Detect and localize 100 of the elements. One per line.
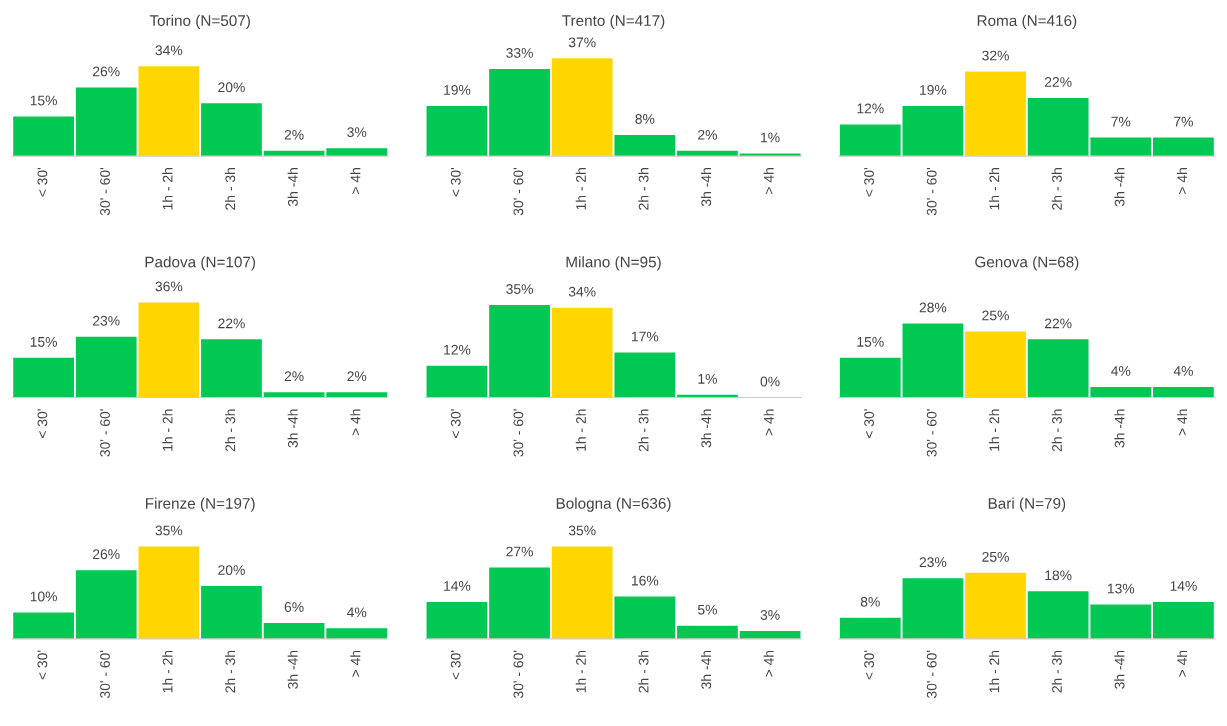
x-tick-label: 3h -4h	[1114, 168, 1125, 207]
data-label: 28%	[919, 302, 947, 313]
x-tick-label: > 4h	[350, 409, 361, 436]
data-label: 35%	[155, 525, 183, 536]
data-label: 7%	[1174, 116, 1193, 127]
x-tick-label: 30' - 60'	[100, 650, 110, 698]
bar	[201, 586, 262, 639]
data-label: 14%	[444, 581, 471, 591]
data-label: 19%	[920, 84, 947, 95]
data-label: 34%	[155, 45, 183, 56]
data-label: 5%	[697, 604, 717, 615]
bar	[614, 352, 676, 398]
bar	[1153, 137, 1214, 157]
data-label: 2%	[347, 371, 367, 382]
x-tick-label: 1h - 2h	[575, 650, 586, 693]
data-label: 27%	[506, 546, 533, 557]
x-tick-label: 1h - 2h	[575, 409, 586, 451]
x-tick-label: 2h - 3h	[638, 409, 649, 452]
data-label: 4%	[1111, 366, 1131, 376]
bar	[839, 617, 901, 639]
data-label: 18%	[1045, 570, 1072, 581]
x-tick-label: 3h -4h	[700, 650, 712, 689]
data-label: 15%	[857, 337, 884, 347]
bar	[489, 68, 550, 157]
data-label: 4%	[1173, 366, 1193, 376]
x-tick-label: < 30'	[450, 650, 461, 680]
x-tick-label: 30' - 60'	[513, 167, 524, 216]
bar	[13, 612, 74, 639]
data-label: 15%	[30, 337, 57, 347]
bar	[902, 105, 964, 157]
x-tick-label: < 30'	[37, 167, 48, 197]
bar	[902, 578, 964, 639]
x-tick-label: 2h - 3h	[1051, 168, 1062, 210]
bar	[13, 116, 74, 157]
data-label: 35%	[506, 284, 533, 294]
data-label: 25%	[982, 551, 1009, 562]
chart-title: Torino (N=507)	[149, 14, 250, 30]
data-label: 17%	[631, 331, 659, 342]
bar	[839, 124, 901, 157]
data-label: 25%	[982, 310, 1009, 321]
bar	[614, 134, 676, 157]
bar	[138, 546, 200, 639]
bar	[326, 392, 388, 398]
bar	[263, 392, 325, 398]
bar	[614, 596, 676, 639]
data-label: 3%	[760, 610, 780, 620]
bar	[138, 66, 200, 157]
x-tick-label: 30' - 60'	[100, 409, 110, 457]
bar	[201, 339, 262, 398]
bar	[75, 87, 137, 157]
x-tick-label: 2h - 3h	[224, 409, 236, 452]
data-label: 12%	[857, 103, 884, 114]
data-label: 0%	[760, 376, 780, 387]
data-label: 37%	[568, 37, 596, 48]
data-label: 20%	[218, 565, 245, 575]
data-label: 13%	[1107, 583, 1135, 594]
chart-title: Trento (N=417)	[562, 14, 665, 30]
data-label: 20%	[218, 82, 245, 93]
x-tick-label: 3h -4h	[1114, 409, 1125, 448]
x-tick-label: > 4h	[1176, 168, 1188, 194]
bar	[902, 323, 964, 398]
data-label: 26%	[93, 66, 120, 77]
x-tick-label: 3h -4h	[700, 168, 712, 207]
bar	[13, 357, 74, 398]
data-label: 12%	[444, 344, 471, 355]
data-label: 23%	[93, 315, 120, 326]
data-label: 1%	[698, 373, 717, 384]
x-tick-label: 1h - 2h	[162, 168, 173, 210]
x-tick-label: < 30'	[864, 650, 874, 680]
bar	[138, 302, 200, 398]
x-tick-label: 30' - 60'	[100, 167, 110, 216]
data-label: 2%	[284, 371, 304, 382]
bar	[839, 357, 901, 398]
bar	[551, 546, 613, 639]
x-tick-label: 1h - 2h	[162, 650, 173, 693]
chart-title: Milano (N=95)	[566, 256, 661, 271]
data-label: 36%	[155, 281, 183, 292]
bar	[326, 628, 388, 639]
data-label: 19%	[444, 84, 471, 95]
x-tick-label: < 30'	[450, 409, 461, 438]
data-label: 22%	[1044, 318, 1072, 329]
bar	[426, 365, 488, 398]
x-tick-label: 3h -4h	[1114, 650, 1125, 689]
x-tick-label: 2h - 3h	[638, 168, 649, 210]
bar	[426, 601, 488, 639]
data-label: 15%	[30, 95, 57, 106]
x-tick-label: > 4h	[763, 650, 774, 677]
data-label: 7%	[1111, 116, 1131, 127]
chart-title: Roma (N=416)	[977, 14, 1077, 30]
bar	[426, 105, 488, 157]
x-tick-label: 2h - 3h	[1051, 650, 1062, 693]
x-tick-label: > 4h	[1176, 409, 1188, 436]
x-tick-label: 30' - 60'	[926, 409, 937, 457]
data-label: 2%	[284, 129, 304, 140]
data-label: 3%	[347, 127, 367, 138]
data-label: 4%	[347, 607, 367, 618]
data-label: 32%	[982, 50, 1009, 61]
data-label: 10%	[30, 591, 57, 602]
x-tick-label: 3h -4h	[287, 650, 298, 689]
data-label: 22%	[218, 318, 245, 329]
